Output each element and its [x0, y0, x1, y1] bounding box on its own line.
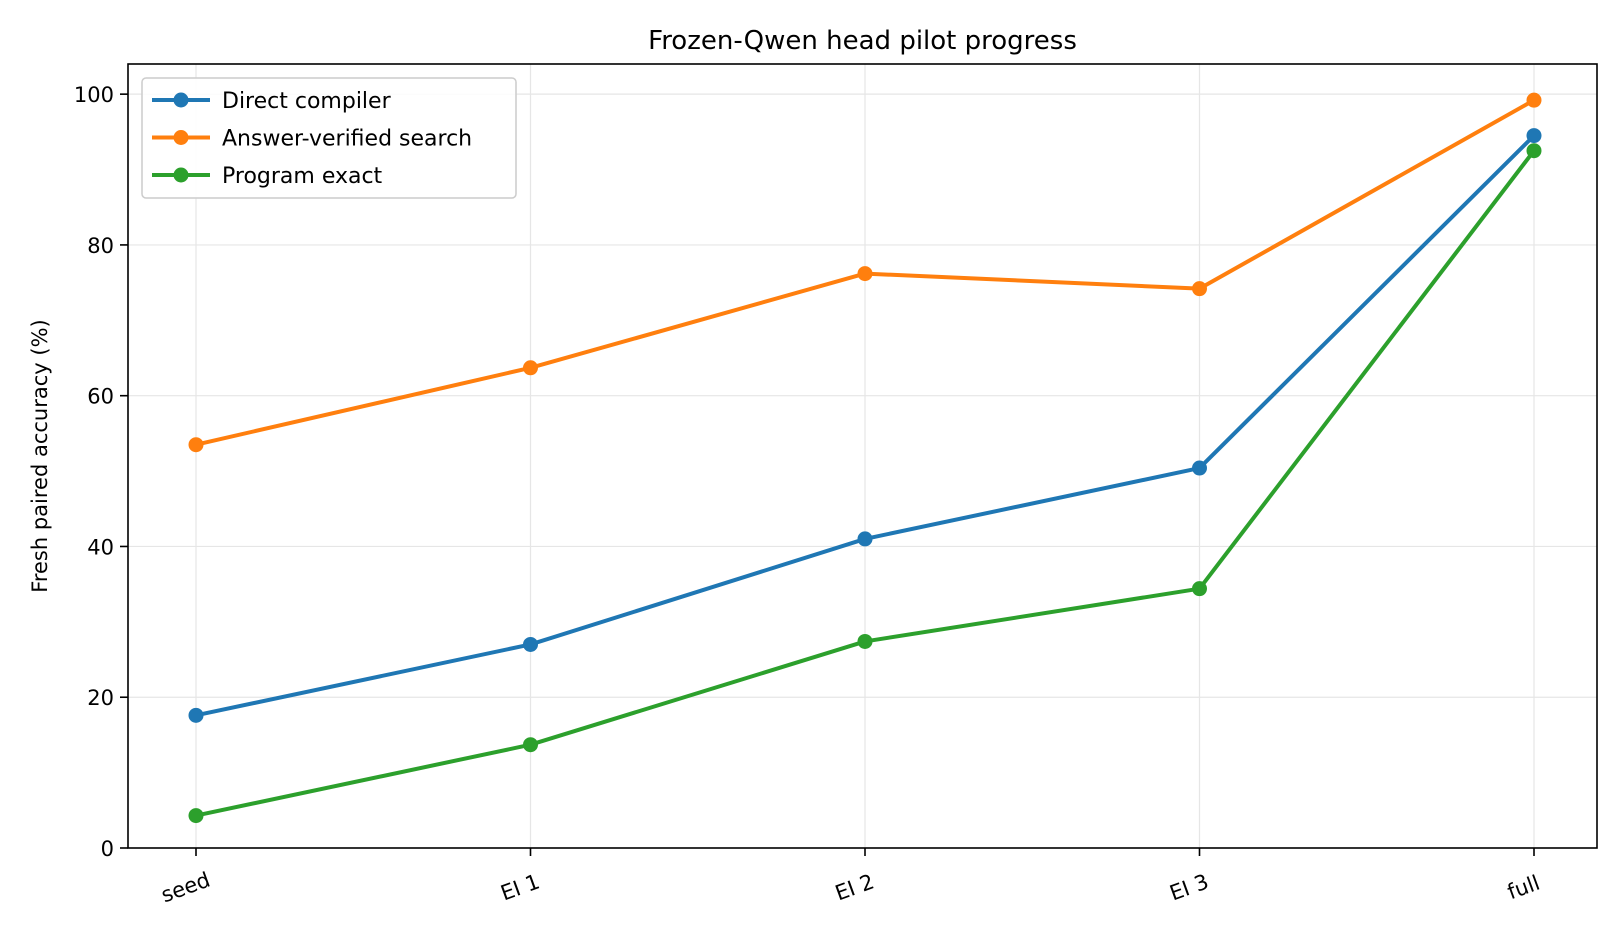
series-layer: [188, 92, 1542, 824]
y-tick-label: 80: [87, 234, 114, 258]
data-point: [857, 633, 873, 649]
legend-label: Direct compiler: [222, 89, 392, 114]
x-tick-label: EI 3: [1166, 869, 1211, 905]
y-axis-label: Fresh paired accuracy (%): [28, 319, 52, 592]
legend: Direct compiler Answer-verified search Pro…: [141, 77, 517, 199]
x-tick-label: EI 2: [832, 869, 877, 905]
y-axis: 0 20 40 60 80 100: [74, 83, 128, 861]
legend-marker: [173, 92, 189, 108]
series-1: [188, 92, 1542, 453]
data-point: [1526, 92, 1542, 108]
data-point: [188, 808, 204, 824]
legend-marker: [173, 130, 189, 145]
legend-box: [141, 77, 517, 199]
data-point: [1192, 581, 1207, 597]
data-point: [523, 737, 538, 753]
data-point: [523, 360, 538, 376]
x-axis: seed EI 1 EI 2 EI 3 full: [158, 848, 1543, 907]
data-point: [523, 636, 538, 652]
x-tick-label: seed: [158, 868, 213, 908]
data-point: [188, 437, 204, 453]
plot-frame: [127, 63, 1598, 849]
data-point: [857, 531, 873, 547]
data-point: [1192, 460, 1207, 476]
data-point: [1526, 128, 1542, 144]
chart-title: Frozen-Qwen head pilot progress: [648, 26, 1077, 56]
data-point: [857, 266, 873, 282]
legend-label: Answer-verified search: [222, 127, 472, 152]
series-0: [188, 128, 1542, 723]
x-tick-label: EI 1: [497, 869, 542, 905]
legend-marker: [173, 167, 189, 183]
data-point: [1192, 281, 1207, 297]
x-tick-label: full: [1504, 871, 1543, 905]
data-point: [188, 707, 204, 723]
legend-label: Program exact: [222, 164, 383, 189]
data-point: [1526, 143, 1542, 159]
series-2: [188, 143, 1542, 824]
legend-item: Answer-verified search: [152, 127, 472, 152]
y-tick-label: 60: [87, 385, 114, 409]
y-tick-label: 40: [87, 535, 114, 559]
y-tick-label: 0: [101, 837, 114, 861]
legend-item: Direct compiler: [152, 89, 392, 114]
y-tick-label: 20: [87, 686, 114, 710]
y-tick-label: 100: [74, 83, 114, 107]
legend-item: Program exact: [152, 164, 383, 189]
